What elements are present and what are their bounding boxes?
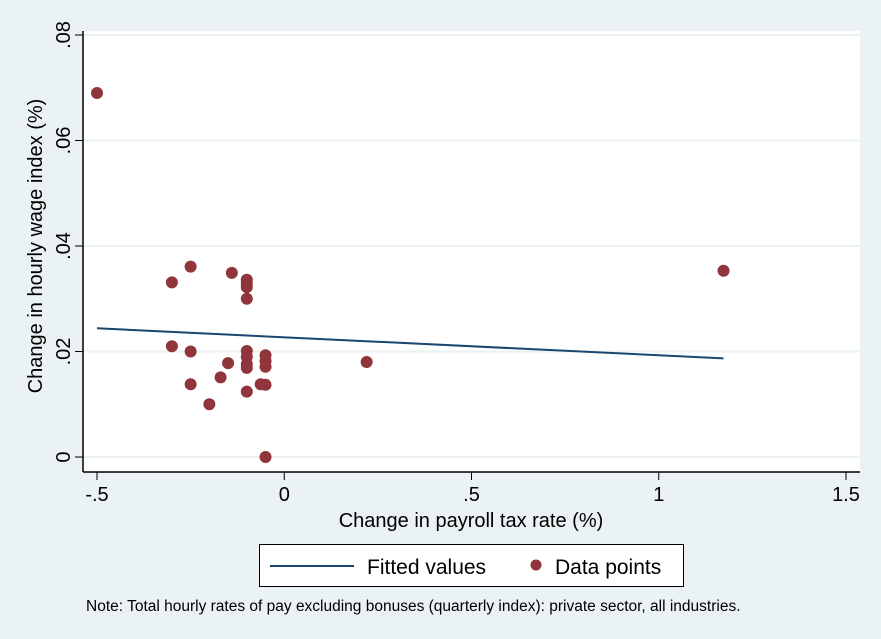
y-tick-label: .02 [53, 338, 75, 366]
plot-area [83, 31, 860, 472]
x-tick-label: 1.5 [832, 484, 860, 506]
legend-label-fitted-values: Fitted values [367, 556, 486, 579]
x-ticks: -.5 0 .5 1 1.5 [85, 472, 860, 506]
fitted-line-layer [96, 327, 724, 360]
data-point [184, 260, 197, 273]
y-tick-label: .06 [53, 127, 75, 155]
data-point [240, 385, 253, 398]
data-point [240, 292, 253, 305]
data-point [240, 361, 253, 374]
y-tick-label: .08 [53, 21, 75, 49]
legend-label-data-points: Data points [555, 556, 661, 579]
data-points-layer [91, 87, 730, 463]
gridlines [83, 34, 860, 458]
data-point [240, 281, 253, 294]
fitted-values-line [96, 327, 724, 360]
chart-note: Note: Total hourly rates of pay excludin… [86, 598, 741, 615]
legend-dot-swatch [530, 559, 542, 571]
y-tick-label: 0 [53, 451, 75, 462]
x-tick-label: .5 [463, 484, 480, 506]
x-tick-label: 0 [279, 484, 290, 506]
data-point [91, 87, 103, 100]
x-tick-label: 1 [653, 484, 664, 506]
data-point [360, 356, 373, 369]
data-point [259, 451, 272, 463]
data-point [225, 266, 238, 279]
x-axis-title: Change in payroll tax rate (%) [339, 510, 604, 532]
data-point [184, 378, 197, 391]
data-point [222, 357, 235, 370]
legend: Fitted values Data points [259, 544, 684, 587]
y-ticks: 0 .02 .04 .06 .08 [53, 21, 83, 463]
y-tick-label: .04 [53, 232, 75, 260]
data-point [717, 264, 730, 277]
data-point [165, 340, 178, 353]
data-point [259, 378, 272, 391]
data-point [165, 276, 178, 289]
x-tick-label: -.5 [85, 484, 108, 506]
y-axis-title: Change in hourly wage index (%) [25, 99, 47, 394]
data-point [259, 360, 272, 373]
data-point [184, 345, 197, 358]
data-point [214, 371, 227, 384]
data-point [203, 398, 216, 411]
